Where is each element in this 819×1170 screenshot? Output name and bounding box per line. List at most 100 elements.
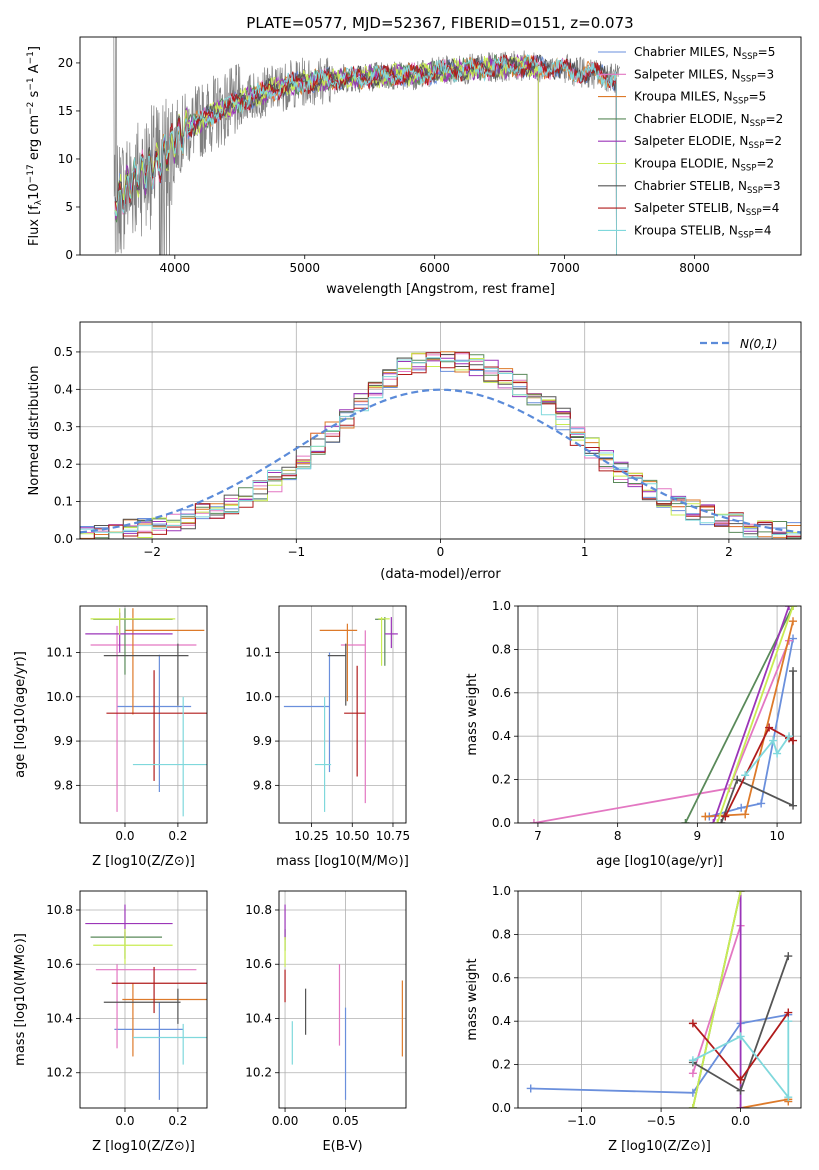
mass-weight-line [712,606,790,823]
mass-weight-series [713,606,798,823]
errorbar-point [103,643,189,706]
x-tick-label: −1.0 [567,1114,596,1128]
y-tick-label: 10.2 [46,1066,73,1080]
x-axis-label: wavelength [Angstrom, rest frame] [326,282,555,297]
axes-frame [517,890,802,1109]
mass-weight-marker [736,1075,745,1084]
y-tick-label: 10.2 [245,1066,272,1080]
mass-weight-marker [717,819,726,823]
mass-weight-marker [789,801,798,810]
x-axis-label: Z [log10(Z/Z⊙)] [92,854,195,869]
y-axis-label: Normed distribution [27,366,42,496]
x-axis-label: E(B-V) [322,1139,362,1154]
mass-weight-series [526,1010,793,1097]
mass-weight-line [692,891,742,1108]
errorbar-point [114,1002,184,1100]
x-axis-label: (data-model)/error [380,567,501,582]
mass-weight-marker [741,771,750,780]
errorbar-point [132,1023,207,1065]
mass-weight-series [688,1017,793,1102]
y-tick-label: 10.8 [245,903,272,917]
y-tick-label: 9.9 [54,734,73,748]
x-tick-label: 1 [581,545,589,559]
model-spectrum-line [114,54,617,255]
mass-weight-line [716,606,794,823]
panel-age-vs-z: 0.0 0.2 9.8 9.9 10.0 10.1 Z [log10(Z/Z⊙)] age [… [13,605,208,869]
mass-weight-marker [769,736,778,745]
y-tick-label: 0.6 [492,686,511,700]
mass-weight-series [741,732,794,780]
mass-weight-series [688,1008,793,1084]
y-tick-label: 0.5 [54,345,73,359]
mass-weight-marker [721,812,730,821]
x-tick-label: 7000 [549,261,580,275]
mass-weight-marker [681,819,690,823]
y-tick-label: 0.3 [54,420,73,434]
mass-weight-marker [784,952,793,961]
y-tick-label: 0.8 [492,927,511,941]
mass-weight-series [529,636,794,823]
errorbar-point [103,988,181,1024]
mass-weight-marker [784,1017,793,1026]
model-spectrum-line [114,55,617,255]
x-tick-label: −2 [143,545,161,559]
y-tick-label: 10.4 [245,1011,272,1025]
y-tick-label: 0 [65,248,73,262]
mass-weight-marker [709,819,718,823]
y-axis-label: age [log10(age/yr)] [13,651,28,778]
y-tick-label: 9.8 [253,778,272,792]
y-tick-label: 10.0 [46,690,73,704]
mass-weight-marker [688,1056,697,1065]
errorbar-point [93,928,173,965]
y-tick-label: 10.4 [46,1011,73,1025]
errorbar-point [106,670,207,781]
model-spectrum-line [114,54,617,255]
x-tick-label: −1 [287,545,305,559]
x-tick-label: 0.2 [168,1114,187,1128]
errorbar-point [384,617,398,649]
x-axis-label: age [log10(age/yr)] [596,854,723,869]
figure-title: PLATE=0577, MJD=52367, FIBERID=0151, z=0… [246,14,633,32]
y-axis-label: Flux [fλ10−17 erg cm−2 s−1 A−1] [26,46,44,246]
legend-entry: Salpeter MILES, NSSP=3 [634,67,774,84]
x-tick-label: 10.75 [376,829,410,843]
axes-frame [278,605,407,824]
legend-entry: N(0,1) [740,337,777,351]
x-tick-label: −0.5 [647,1114,676,1128]
x-tick-label: 7 [534,829,542,843]
x-tick-label: 2 [725,545,733,559]
y-tick-label: 10.6 [245,957,272,971]
mass-weight-marker [789,667,798,676]
mass-weight-marker [784,1008,793,1017]
y-axis-label: mass [log10(M/M⊙)] [13,933,28,1066]
mass-weight-marker [736,891,745,895]
mass-weight-marker [736,1104,745,1108]
legend-entry: Chabrier MILES, NSSP=5 [634,45,775,62]
x-tick-label: 0.00 [272,1114,299,1128]
legend-entry: Chabrier ELODIE, NSSP=2 [634,112,783,129]
legend-entry: Chabrier STELIB, NSSP=3 [634,179,781,196]
errorbar-point [132,696,207,817]
x-tick-label: 6000 [419,261,450,275]
x-tick-label: 5000 [289,261,320,275]
errorbar-point [90,608,176,635]
errorbar-point [327,643,347,706]
errorbar-point [340,630,366,804]
y-tick-label: 10 [58,152,73,166]
y-tick-label: 0.0 [492,1101,511,1115]
plot-area-residuals [80,322,801,539]
mass-weight-marker [688,1104,697,1108]
mass-weight-series [701,617,798,821]
y-tick-label: 0.4 [54,382,73,396]
legend-entry: Kroupa MILES, NSSP=5 [634,90,766,107]
errorbar-point [319,623,358,702]
errorbar-point [111,966,207,1014]
x-tick-label: 0.2 [168,829,187,843]
y-axis-label: mass weight [465,958,480,1040]
legend-entry: Kroupa STELIB, NSSP=4 [634,223,772,240]
mass-weight-marker [765,723,774,732]
errorbar-point [124,608,205,715]
y-tick-label: 5 [65,200,73,214]
panel-mass-weight-vs-age: 7 8 9 10 0.0 0.2 0.4 0.6 0.8 1.0 age [log10(age/yr… [465,599,802,869]
